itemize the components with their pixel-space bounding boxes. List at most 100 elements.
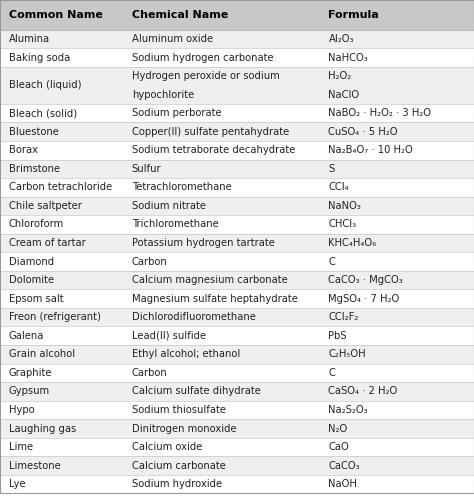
Text: Ethyl alcohol; ethanol: Ethyl alcohol; ethanol <box>132 349 240 359</box>
Text: Dinitrogen monoxide: Dinitrogen monoxide <box>132 424 237 434</box>
Bar <box>0 122 474 141</box>
Text: Bleach (solid): Bleach (solid) <box>9 108 77 118</box>
Bar <box>0 252 474 271</box>
Text: Bleach (liquid): Bleach (liquid) <box>9 80 81 90</box>
Text: Bluestone: Bluestone <box>9 127 58 137</box>
Text: Baking soda: Baking soda <box>9 52 70 62</box>
Bar <box>0 141 474 160</box>
Text: Grain alcohol: Grain alcohol <box>9 349 75 359</box>
Text: Sodium tetraborate decahydrate: Sodium tetraborate decahydrate <box>132 145 295 155</box>
Text: Limestone: Limestone <box>9 461 60 471</box>
Text: Aluminum oxide: Aluminum oxide <box>132 34 213 44</box>
Text: Diamond: Diamond <box>9 256 54 266</box>
Text: Gypsum: Gypsum <box>9 386 50 396</box>
Text: Lead(II) sulfide: Lead(II) sulfide <box>132 331 206 341</box>
Text: Calcium oxide: Calcium oxide <box>132 442 202 452</box>
Text: Hypo: Hypo <box>9 405 34 415</box>
Text: CCl₄: CCl₄ <box>328 182 349 192</box>
Bar <box>0 289 474 308</box>
Text: PbS: PbS <box>328 331 347 341</box>
Text: Alumina: Alumina <box>9 34 50 44</box>
Text: Carbon: Carbon <box>132 256 167 266</box>
Bar <box>0 364 474 382</box>
Bar <box>0 0 474 29</box>
Text: Common Name: Common Name <box>9 10 102 20</box>
Text: Lye: Lye <box>9 479 25 489</box>
Bar <box>0 178 474 197</box>
Text: Formula: Formula <box>328 10 379 20</box>
Bar <box>0 67 474 104</box>
Text: Epsom salt: Epsom salt <box>9 293 63 304</box>
Text: S: S <box>328 164 335 174</box>
Text: C: C <box>328 368 336 378</box>
Text: Trichloromethane: Trichloromethane <box>132 220 219 230</box>
Bar <box>0 160 474 178</box>
Bar <box>0 271 474 289</box>
Text: Laughing gas: Laughing gas <box>9 424 76 434</box>
Text: CaCO₃ · MgCO₃: CaCO₃ · MgCO₃ <box>328 275 403 285</box>
Bar <box>0 345 474 364</box>
Bar <box>0 215 474 234</box>
Bar <box>0 456 474 475</box>
Text: C₂H₅OH: C₂H₅OH <box>328 349 366 359</box>
Bar <box>0 382 474 401</box>
Bar <box>0 438 474 456</box>
Text: CHCl₃: CHCl₃ <box>328 220 356 230</box>
Text: Calcium carbonate: Calcium carbonate <box>132 461 226 471</box>
Text: Hydrogen peroxide or sodium: Hydrogen peroxide or sodium <box>132 71 280 81</box>
Text: Graphite: Graphite <box>9 368 52 378</box>
Text: CuSO₄ · 5 H₂O: CuSO₄ · 5 H₂O <box>328 127 398 137</box>
Text: Copper(II) sulfate pentahydrate: Copper(II) sulfate pentahydrate <box>132 127 289 137</box>
Text: Calcium magnesium carbonate: Calcium magnesium carbonate <box>132 275 288 285</box>
Text: CaCO₃: CaCO₃ <box>328 461 360 471</box>
Text: Borax: Borax <box>9 145 37 155</box>
Text: MgSO₄ · 7 H₂O: MgSO₄ · 7 H₂O <box>328 293 400 304</box>
Text: Na₂S₂O₃: Na₂S₂O₃ <box>328 405 368 415</box>
Bar <box>0 234 474 252</box>
Text: Dichlorodifluoromethane: Dichlorodifluoromethane <box>132 312 255 322</box>
Text: CaO: CaO <box>328 442 349 452</box>
Bar <box>0 401 474 419</box>
Text: Lime: Lime <box>9 442 33 452</box>
Text: NaOH: NaOH <box>328 479 357 489</box>
Bar <box>0 104 474 122</box>
Bar <box>0 308 474 326</box>
Text: KHC₄H₄O₆: KHC₄H₄O₆ <box>328 238 377 248</box>
Text: Chemical Name: Chemical Name <box>132 10 228 20</box>
Text: CaSO₄ · 2 H₂O: CaSO₄ · 2 H₂O <box>328 386 398 396</box>
Text: Galena: Galena <box>9 331 44 341</box>
Text: Sodium thiosulfate: Sodium thiosulfate <box>132 405 226 415</box>
Text: hypochlorite: hypochlorite <box>132 90 194 100</box>
Text: Cream of tartar: Cream of tartar <box>9 238 85 248</box>
Text: Na₂B₄O₇ · 10 H₂O: Na₂B₄O₇ · 10 H₂O <box>328 145 413 155</box>
Text: Brimstone: Brimstone <box>9 164 60 174</box>
Text: Tetrachloromethane: Tetrachloromethane <box>132 182 231 192</box>
Text: Sodium hydrogen carbonate: Sodium hydrogen carbonate <box>132 52 273 62</box>
Text: Chloroform: Chloroform <box>9 220 64 230</box>
Bar <box>0 475 474 494</box>
Text: NaNO₃: NaNO₃ <box>328 201 361 211</box>
Text: NaHCO₃: NaHCO₃ <box>328 52 368 62</box>
Text: H₂O₂: H₂O₂ <box>328 71 352 81</box>
Text: Al₂O₃: Al₂O₃ <box>328 34 354 44</box>
Text: NaBO₂ · H₂O₂ · 3 H₂O: NaBO₂ · H₂O₂ · 3 H₂O <box>328 108 431 118</box>
Bar <box>0 48 474 67</box>
Text: Freon (refrigerant): Freon (refrigerant) <box>9 312 100 322</box>
Text: Calcium sulfate dihydrate: Calcium sulfate dihydrate <box>132 386 261 396</box>
Text: Chile saltpeter: Chile saltpeter <box>9 201 82 211</box>
Text: C: C <box>328 256 336 266</box>
Text: Carbon tetrachloride: Carbon tetrachloride <box>9 182 112 192</box>
Bar <box>0 326 474 345</box>
Text: Sodium perborate: Sodium perborate <box>132 108 221 118</box>
Text: Sulfur: Sulfur <box>132 164 161 174</box>
Text: Dolomite: Dolomite <box>9 275 54 285</box>
Text: CCl₂F₂: CCl₂F₂ <box>328 312 359 322</box>
Text: Sodium hydroxide: Sodium hydroxide <box>132 479 222 489</box>
Bar <box>0 29 474 48</box>
Text: Potassium hydrogen tartrate: Potassium hydrogen tartrate <box>132 238 274 248</box>
Text: NaClO: NaClO <box>328 90 360 100</box>
Text: N₂O: N₂O <box>328 424 348 434</box>
Text: Sodium nitrate: Sodium nitrate <box>132 201 206 211</box>
Text: Carbon: Carbon <box>132 368 167 378</box>
Text: Magnesium sulfate heptahydrate: Magnesium sulfate heptahydrate <box>132 293 298 304</box>
